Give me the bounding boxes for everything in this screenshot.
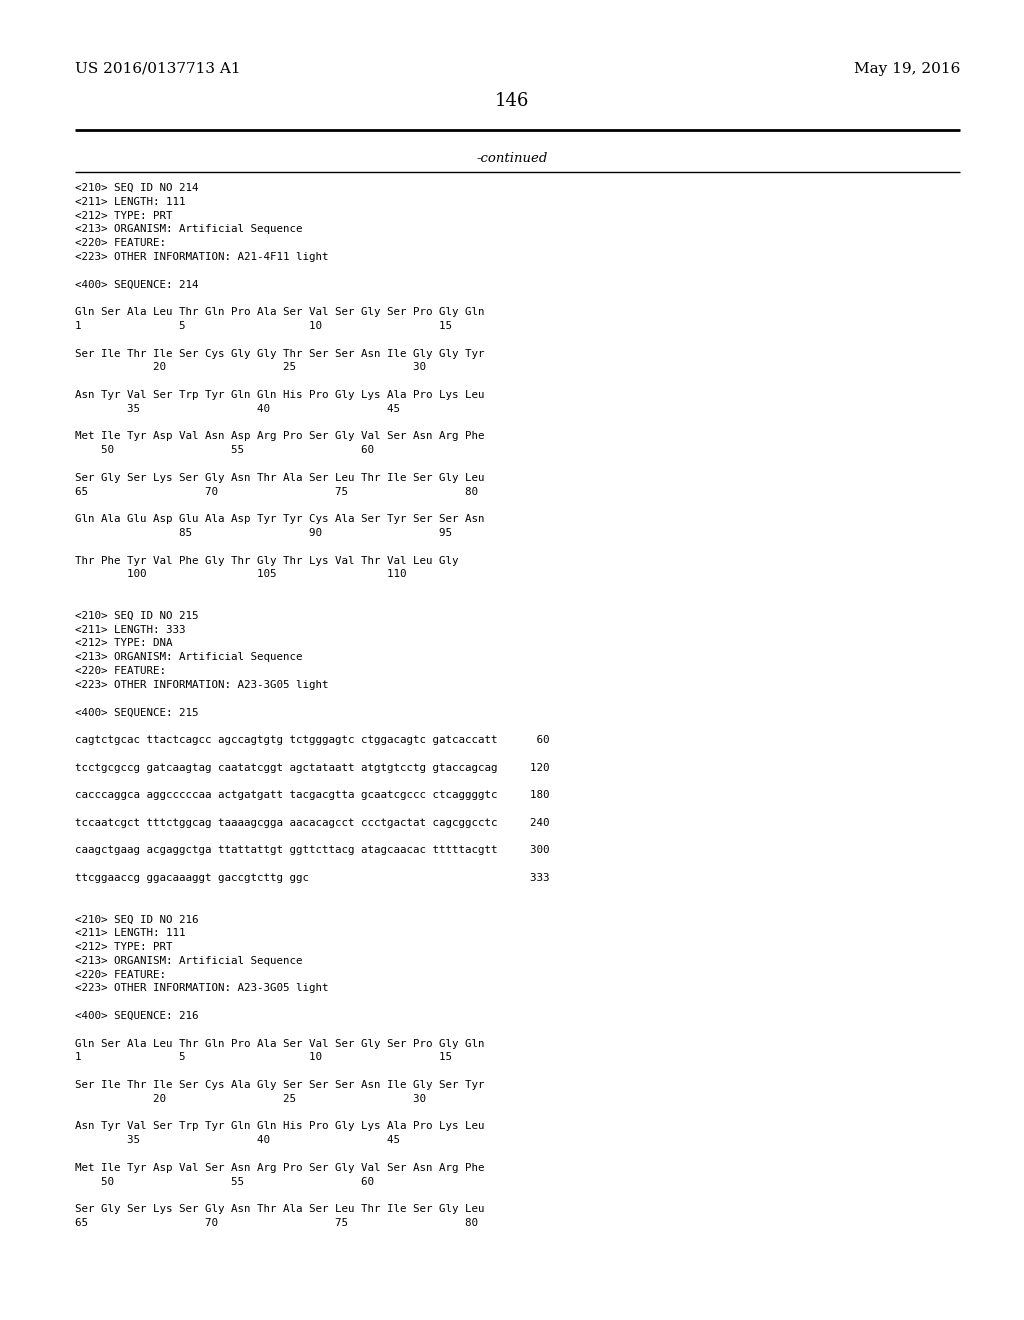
Text: Met Ile Tyr Asp Val Ser Asn Arg Pro Ser Gly Val Ser Asn Arg Phe: Met Ile Tyr Asp Val Ser Asn Arg Pro Ser …	[75, 1163, 484, 1172]
Text: <213> ORGANISM: Artificial Sequence: <213> ORGANISM: Artificial Sequence	[75, 652, 302, 663]
Text: <212> TYPE: PRT: <212> TYPE: PRT	[75, 211, 172, 220]
Text: tcctgcgccg gatcaagtag caatatcggt agctataatt atgtgtcctg gtaccagcag     120: tcctgcgccg gatcaagtag caatatcggt agctata…	[75, 763, 550, 772]
Text: <212> TYPE: DNA: <212> TYPE: DNA	[75, 639, 172, 648]
Text: 50                  55                  60: 50 55 60	[75, 445, 374, 455]
Text: 20                  25                  30: 20 25 30	[75, 363, 426, 372]
Text: Gln Ala Glu Asp Glu Ala Asp Tyr Tyr Cys Ala Ser Tyr Ser Ser Asn: Gln Ala Glu Asp Glu Ala Asp Tyr Tyr Cys …	[75, 515, 484, 524]
Text: <210> SEQ ID NO 214: <210> SEQ ID NO 214	[75, 183, 199, 193]
Text: cagtctgcac ttactcagcc agccagtgtg tctgggagtc ctggacagtc gatcaccatt      60: cagtctgcac ttactcagcc agccagtgtg tctggga…	[75, 735, 550, 744]
Text: <210> SEQ ID NO 215: <210> SEQ ID NO 215	[75, 611, 199, 620]
Text: May 19, 2016: May 19, 2016	[854, 62, 961, 77]
Text: <223> OTHER INFORMATION: A21-4F11 light: <223> OTHER INFORMATION: A21-4F11 light	[75, 252, 329, 261]
Text: 20                  25                  30: 20 25 30	[75, 1094, 426, 1104]
Text: 1               5                   10                  15: 1 5 10 15	[75, 321, 452, 331]
Text: <400> SEQUENCE: 214: <400> SEQUENCE: 214	[75, 280, 199, 289]
Text: <220> FEATURE:: <220> FEATURE:	[75, 970, 166, 979]
Text: Ser Ile Thr Ile Ser Cys Ala Gly Ser Ser Ser Asn Ile Gly Ser Tyr: Ser Ile Thr Ile Ser Cys Ala Gly Ser Ser …	[75, 1080, 484, 1090]
Text: Ser Gly Ser Lys Ser Gly Asn Thr Ala Ser Leu Thr Ile Ser Gly Leu: Ser Gly Ser Lys Ser Gly Asn Thr Ala Ser …	[75, 1204, 484, 1214]
Text: <220> FEATURE:: <220> FEATURE:	[75, 667, 166, 676]
Text: 146: 146	[495, 92, 529, 110]
Text: 50                  55                  60: 50 55 60	[75, 1176, 374, 1187]
Text: <212> TYPE: PRT: <212> TYPE: PRT	[75, 942, 172, 952]
Text: ttcggaaccg ggacaaaggt gaccgtcttg ggc                                  333: ttcggaaccg ggacaaaggt gaccgtcttg ggc 333	[75, 873, 550, 883]
Text: Asn Tyr Val Ser Trp Tyr Gln Gln His Pro Gly Lys Ala Pro Lys Leu: Asn Tyr Val Ser Trp Tyr Gln Gln His Pro …	[75, 389, 484, 400]
Text: Gln Ser Ala Leu Thr Gln Pro Ala Ser Val Ser Gly Ser Pro Gly Gln: Gln Ser Ala Leu Thr Gln Pro Ala Ser Val …	[75, 1039, 484, 1048]
Text: <211> LENGTH: 111: <211> LENGTH: 111	[75, 928, 185, 939]
Text: -continued: -continued	[476, 152, 548, 165]
Text: 1               5                   10                  15: 1 5 10 15	[75, 1052, 452, 1063]
Text: <220> FEATURE:: <220> FEATURE:	[75, 238, 166, 248]
Text: <223> OTHER INFORMATION: A23-3G05 light: <223> OTHER INFORMATION: A23-3G05 light	[75, 983, 329, 994]
Text: 35                  40                  45: 35 40 45	[75, 1135, 400, 1146]
Text: <223> OTHER INFORMATION: A23-3G05 light: <223> OTHER INFORMATION: A23-3G05 light	[75, 680, 329, 690]
Text: <213> ORGANISM: Artificial Sequence: <213> ORGANISM: Artificial Sequence	[75, 224, 302, 235]
Text: Gln Ser Ala Leu Thr Gln Pro Ala Ser Val Ser Gly Ser Pro Gly Gln: Gln Ser Ala Leu Thr Gln Pro Ala Ser Val …	[75, 308, 484, 317]
Text: <400> SEQUENCE: 216: <400> SEQUENCE: 216	[75, 1011, 199, 1020]
Text: Met Ile Tyr Asp Val Asn Asp Arg Pro Ser Gly Val Ser Asn Arg Phe: Met Ile Tyr Asp Val Asn Asp Arg Pro Ser …	[75, 432, 484, 441]
Text: 65                  70                  75                  80: 65 70 75 80	[75, 1218, 478, 1228]
Text: 100                 105                 110: 100 105 110	[75, 569, 407, 579]
Text: cacccaggca aggcccccaa actgatgatt tacgacgtta gcaatcgccc ctcaggggtc     180: cacccaggca aggcccccaa actgatgatt tacgacg…	[75, 791, 550, 800]
Text: <210> SEQ ID NO 216: <210> SEQ ID NO 216	[75, 915, 199, 924]
Text: Asn Tyr Val Ser Trp Tyr Gln Gln His Pro Gly Lys Ala Pro Lys Leu: Asn Tyr Val Ser Trp Tyr Gln Gln His Pro …	[75, 1122, 484, 1131]
Text: caagctgaag acgaggctga ttattattgt ggttcttacg atagcaacac tttttacgtt     300: caagctgaag acgaggctga ttattattgt ggttctt…	[75, 845, 550, 855]
Text: 35                  40                  45: 35 40 45	[75, 404, 400, 413]
Text: 65                  70                  75                  80: 65 70 75 80	[75, 487, 478, 496]
Text: <213> ORGANISM: Artificial Sequence: <213> ORGANISM: Artificial Sequence	[75, 956, 302, 966]
Text: <211> LENGTH: 111: <211> LENGTH: 111	[75, 197, 185, 207]
Text: <400> SEQUENCE: 215: <400> SEQUENCE: 215	[75, 708, 199, 717]
Text: tccaatcgct tttctggcag taaaagcgga aacacagcct ccctgactat cagcggcctc     240: tccaatcgct tttctggcag taaaagcgga aacacag…	[75, 818, 550, 828]
Text: <211> LENGTH: 333: <211> LENGTH: 333	[75, 624, 185, 635]
Text: Thr Phe Tyr Val Phe Gly Thr Gly Thr Lys Val Thr Val Leu Gly: Thr Phe Tyr Val Phe Gly Thr Gly Thr Lys …	[75, 556, 459, 565]
Text: Ser Gly Ser Lys Ser Gly Asn Thr Ala Ser Leu Thr Ile Ser Gly Leu: Ser Gly Ser Lys Ser Gly Asn Thr Ala Ser …	[75, 473, 484, 483]
Text: Ser Ile Thr Ile Ser Cys Gly Gly Thr Ser Ser Asn Ile Gly Gly Tyr: Ser Ile Thr Ile Ser Cys Gly Gly Thr Ser …	[75, 348, 484, 359]
Text: 85                  90                  95: 85 90 95	[75, 528, 452, 539]
Text: US 2016/0137713 A1: US 2016/0137713 A1	[75, 62, 241, 77]
